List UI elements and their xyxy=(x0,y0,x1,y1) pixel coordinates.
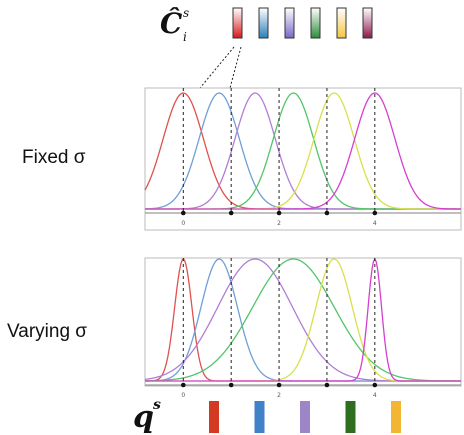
q-superscript: s xyxy=(153,397,161,413)
center-dot xyxy=(372,210,378,216)
bottom-swatch-5 xyxy=(391,401,401,433)
center-dot xyxy=(181,210,186,216)
tick-label: 2 xyxy=(277,392,281,399)
center-dot xyxy=(372,382,378,388)
center-dot xyxy=(324,382,330,388)
bottom-legend-symbol: q s xyxy=(133,397,161,435)
gaussian-curve-2 xyxy=(144,258,461,382)
tick-label: 4 xyxy=(373,220,377,227)
tick-label: 4 xyxy=(373,392,377,399)
gaussian-curve-6 xyxy=(145,257,461,382)
panel-fixed-sigma: 0 2 4 xyxy=(144,87,462,231)
bottom-swatch-3 xyxy=(300,401,310,433)
bottom-swatch-1 xyxy=(209,401,219,433)
c-subscript: i xyxy=(183,30,187,44)
center-dot xyxy=(228,382,234,388)
tick-label: 0 xyxy=(181,220,185,227)
panel-varying-sigma: 0 2 4 xyxy=(144,257,462,399)
gaussian-curve-1 xyxy=(145,258,461,382)
top-swatch-6 xyxy=(362,7,373,39)
q-symbol: q xyxy=(133,400,154,435)
bottom-legend-swatches xyxy=(209,401,401,433)
gaussian-curve-6 xyxy=(145,92,462,210)
center-dot xyxy=(228,210,234,216)
c-superscript: s xyxy=(183,6,189,20)
callout-line-left xyxy=(199,46,235,89)
row-label-fixed: Fixed σ xyxy=(22,147,86,168)
top-swatch-1 xyxy=(232,7,243,39)
gaussian-curve-3 xyxy=(144,258,461,382)
panel-frame xyxy=(144,257,462,387)
center-dot xyxy=(276,382,282,388)
top-legend-swatches xyxy=(232,7,373,39)
top-legend-symbol: Ĉ s i xyxy=(160,6,189,44)
top-swatch-2 xyxy=(258,7,269,39)
center-dot xyxy=(324,210,330,216)
center-dot xyxy=(181,382,186,388)
tick-label: 2 xyxy=(277,220,281,227)
top-swatch-5 xyxy=(336,7,347,39)
row-label-varying: Varying σ xyxy=(7,321,88,342)
bottom-swatch-4 xyxy=(345,401,356,433)
c-hat-symbol: Ĉ xyxy=(160,6,183,40)
top-swatch-4 xyxy=(310,7,321,39)
gaussian-curve-4 xyxy=(144,258,461,382)
center-dot xyxy=(276,210,282,216)
top-swatch-3 xyxy=(284,7,295,39)
bottom-swatch-2 xyxy=(254,401,265,433)
callout-line-right xyxy=(229,46,242,89)
tick-label: 0 xyxy=(181,392,185,399)
panel-frame xyxy=(144,87,462,231)
gaussian-curve-5 xyxy=(145,258,461,382)
